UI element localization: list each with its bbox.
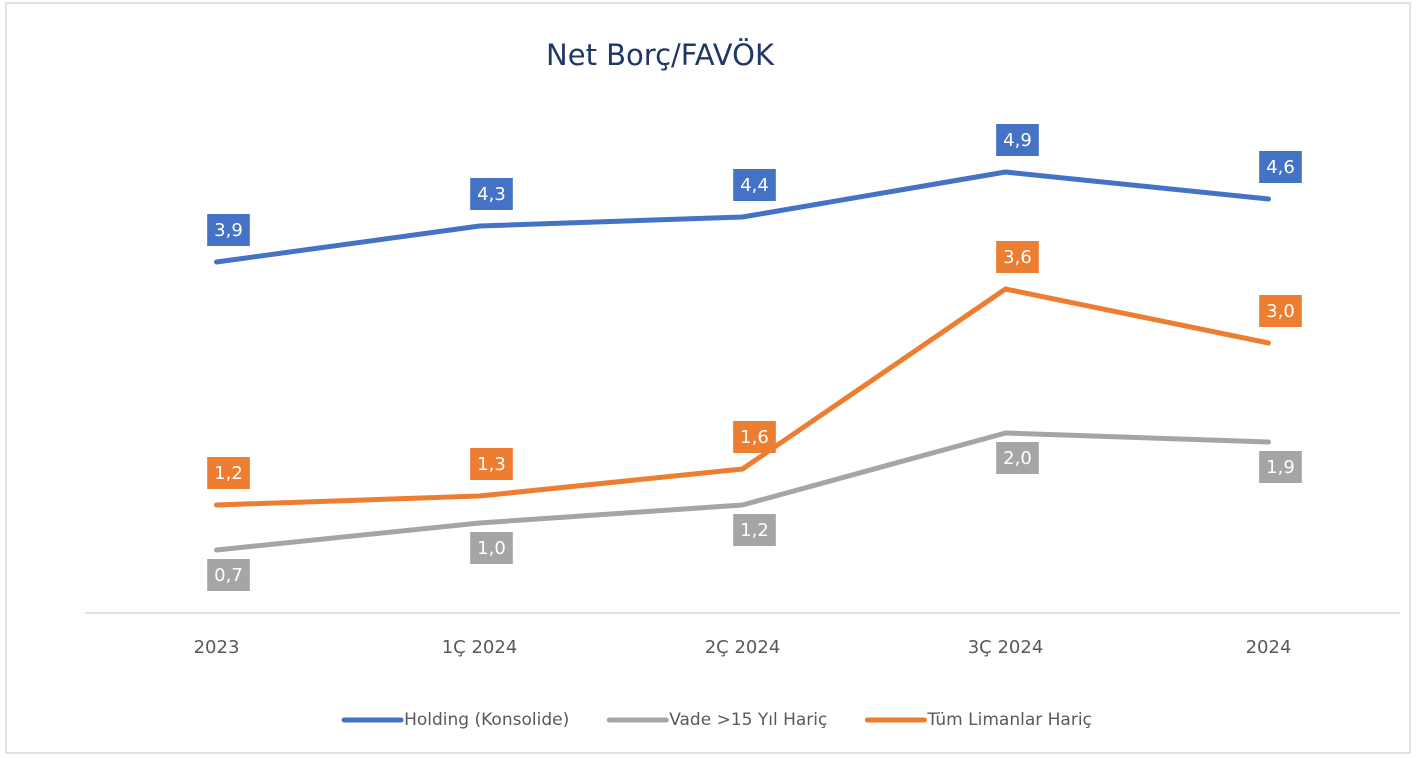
chart-frame — [5, 2, 1411, 754]
data-label: 4,9 — [996, 124, 1039, 156]
data-label-text: 4,6 — [1266, 157, 1295, 178]
data-label-text: 4,9 — [1003, 130, 1032, 151]
data-label-box — [733, 169, 776, 201]
x-tick-label: 2023 — [194, 637, 240, 658]
data-label-box — [470, 532, 513, 564]
x-tick-label: 3Ç 2024 — [968, 637, 1044, 658]
data-label: 3,0 — [1259, 295, 1302, 327]
x-tick-label: 2Ç 2024 — [705, 637, 781, 658]
data-label: 3,9 — [207, 214, 250, 246]
series-line — [214, 169, 1271, 265]
data-label: 1,0 — [470, 532, 513, 564]
data-label: 2,0 — [996, 442, 1039, 474]
data-label-box — [996, 124, 1039, 156]
series-line — [214, 286, 1271, 508]
data-label: 4,3 — [470, 178, 513, 210]
data-label-text: 3,6 — [1003, 247, 1032, 268]
data-label-text: 4,3 — [477, 184, 506, 205]
data-label-text: 1,2 — [214, 463, 243, 484]
data-label-box — [207, 559, 250, 591]
data-label-text: 2,0 — [1003, 448, 1032, 469]
data-label-text: 1,2 — [740, 520, 769, 541]
data-label: 3,6 — [996, 241, 1039, 273]
data-label-text: 1,6 — [740, 427, 769, 448]
data-label-box — [996, 442, 1039, 474]
data-label-box — [996, 241, 1039, 273]
data-label-box — [1259, 451, 1302, 483]
data-label-text: 3,0 — [1266, 301, 1295, 322]
legend-label: Vade >15 Yıl Hariç — [669, 710, 827, 730]
legend-item: Holding (Konsolide) — [341, 710, 569, 730]
data-label-text: 1,3 — [477, 454, 506, 475]
legend-label: Tüm Limanlar Hariç — [926, 710, 1092, 730]
data-label-box — [1259, 151, 1302, 183]
data-label-text: 0,7 — [214, 565, 243, 586]
data-label-box — [470, 448, 513, 480]
data-label-box — [207, 214, 250, 246]
data-label: 1,2 — [733, 514, 776, 546]
data-label-box — [470, 178, 513, 210]
data-label-box — [733, 514, 776, 546]
data-label: 1,3 — [470, 448, 513, 480]
data-label-text: 1,9 — [1266, 457, 1295, 478]
legend-item: Tüm Limanlar Hariç — [864, 710, 1092, 730]
legend-item: Vade >15 Yıl Hariç — [606, 710, 827, 730]
series-line — [214, 430, 1271, 553]
x-tick-label: 1Ç 2024 — [442, 637, 518, 658]
data-label-box — [1259, 295, 1302, 327]
data-label: 4,6 — [1259, 151, 1302, 183]
data-label-text: 1,0 — [477, 538, 506, 559]
data-label-text: 4,4 — [740, 175, 769, 196]
data-label-box — [733, 421, 776, 453]
data-label: 4,4 — [733, 169, 776, 201]
data-label-text: 3,9 — [214, 220, 243, 241]
data-label: 1,9 — [1259, 451, 1302, 483]
x-tick-label: 2024 — [1246, 637, 1292, 658]
data-label-box — [207, 457, 250, 489]
legend-label: Holding (Konsolide) — [404, 710, 569, 730]
data-label: 0,7 — [207, 559, 250, 591]
data-label: 1,2 — [207, 457, 250, 489]
chart-title: Net Borç/FAVÖK — [546, 38, 775, 72]
data-label: 1,6 — [733, 421, 776, 453]
